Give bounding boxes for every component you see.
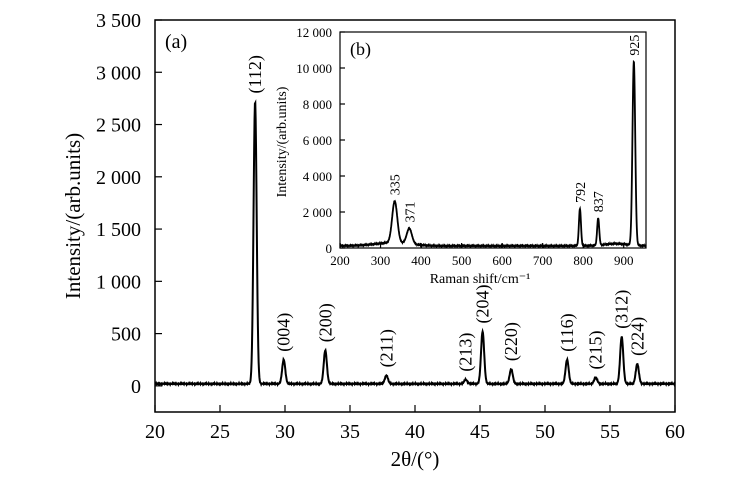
- panel-b-label: (b): [350, 39, 371, 60]
- xrd-panel: 20 25 30 35 40 45 50 55 60 0 500 1 000 1 500 2 000 2 …: [61, 10, 685, 471]
- xrd-x-tick-label: 50: [535, 421, 555, 443]
- xrd-pattern-line: [154, 99, 676, 388]
- xrd-y-tick-label: 1 000: [96, 271, 141, 293]
- xrd-y-ticks: 0 500 1 000 1 500 2 000 2 500 3 000 3 500: [96, 10, 162, 398]
- xrd-y-tick-label: 3 000: [96, 62, 141, 84]
- xrd-x-tick-label: 60: [665, 421, 685, 443]
- xrd-peak-label: (116): [557, 313, 578, 351]
- xrd-peak-label: (211): [376, 329, 397, 367]
- raman-x-axis-title: Raman shift/cm⁻¹: [430, 272, 531, 287]
- xrd-x-tick-label: 25: [210, 421, 230, 443]
- raman-y-tick-label: 4 000: [303, 169, 332, 184]
- xrd-peak-label: (215): [586, 331, 607, 370]
- raman-x-tick-label: 900: [614, 253, 634, 268]
- raman-peak-label: 837: [592, 191, 607, 212]
- raman-peak-label: 371: [403, 202, 418, 223]
- raman-x-tick-label: 500: [452, 253, 472, 268]
- raman-y-tick-label: 0: [326, 241, 333, 256]
- xrd-x-tick-label: 35: [340, 421, 360, 443]
- xrd-x-axis-title: 2θ/(°): [391, 447, 440, 471]
- xrd-peak-labels: (112) (004) (200) (211) (213) (204) (220) (116)…: [245, 55, 648, 371]
- xrd-x-tick-label: 40: [405, 421, 425, 443]
- raman-x-tick-label: 600: [492, 253, 512, 268]
- raman-y-tick-label: 2 000: [303, 205, 332, 220]
- xrd-peak-label: (312): [612, 290, 633, 329]
- raman-y-tick-label: 8 000: [303, 97, 332, 112]
- xrd-y-tick-label: 2 000: [96, 167, 141, 189]
- raman-inset-panel: 200 300 400 500 600 700 800 900 0 2 000 4 000 6 00…: [275, 25, 647, 287]
- raman-x-tick-label: 800: [573, 253, 593, 268]
- raman-y-axis-title: Intensity/(arb.units): [275, 86, 290, 197]
- xrd-peak-label: (224): [627, 317, 648, 356]
- raman-y-tick-label: 12 000: [296, 25, 332, 40]
- xrd-x-tick-label: 20: [145, 421, 165, 443]
- xrd-y-tick-label: 2 500: [96, 115, 141, 137]
- raman-spectrum-line: [339, 59, 647, 249]
- xrd-peak-label: (200): [315, 303, 336, 342]
- raman-x-tick-label: 700: [533, 253, 553, 268]
- raman-peak-label: 335: [389, 174, 404, 195]
- xrd-y-axis-title: Intensity/(arb.units): [61, 133, 85, 299]
- xrd-peak-label: (112): [245, 55, 266, 93]
- raman-x-ticks: 200 300 400 500 600 700 800 900: [330, 243, 633, 268]
- xrd-x-ticks: 20 25 30 35 40 45 50 55 60: [145, 405, 685, 443]
- xrd-x-tick-label: 30: [275, 421, 295, 443]
- raman-plot-frame: [339, 31, 647, 249]
- raman-x-tick-label: 200: [330, 253, 350, 268]
- raman-x-tick-label: 400: [411, 253, 431, 268]
- xrd-y-tick-label: 3 500: [96, 10, 141, 32]
- raman-peak-labels: 335 371 792 837 925: [389, 35, 643, 223]
- raman-y-tick-label: 6 000: [303, 133, 332, 148]
- raman-x-tick-label: 300: [371, 253, 391, 268]
- xrd-y-tick-label: 0: [131, 376, 141, 398]
- panel-a-label: (a): [165, 31, 187, 53]
- xrd-peak-label: (220): [501, 322, 522, 361]
- raman-y-ticks: 0 2 000 4 000 6 000 8 000 10 000 12 000: [296, 25, 345, 256]
- raman-y-tick-label: 10 000: [296, 61, 332, 76]
- xrd-y-tick-label: 1 500: [96, 219, 141, 241]
- xrd-y-tick-label: 500: [111, 324, 141, 346]
- raman-peak-label: 925: [628, 35, 643, 56]
- xrd-peak-label: (004): [274, 313, 295, 352]
- raman-peak-label: 792: [574, 182, 589, 203]
- xrd-x-tick-label: 45: [470, 421, 490, 443]
- xrd-peak-label: (213): [456, 333, 477, 372]
- xrd-x-tick-label: 55: [600, 421, 620, 443]
- xrd-peak-label: (204): [473, 285, 494, 324]
